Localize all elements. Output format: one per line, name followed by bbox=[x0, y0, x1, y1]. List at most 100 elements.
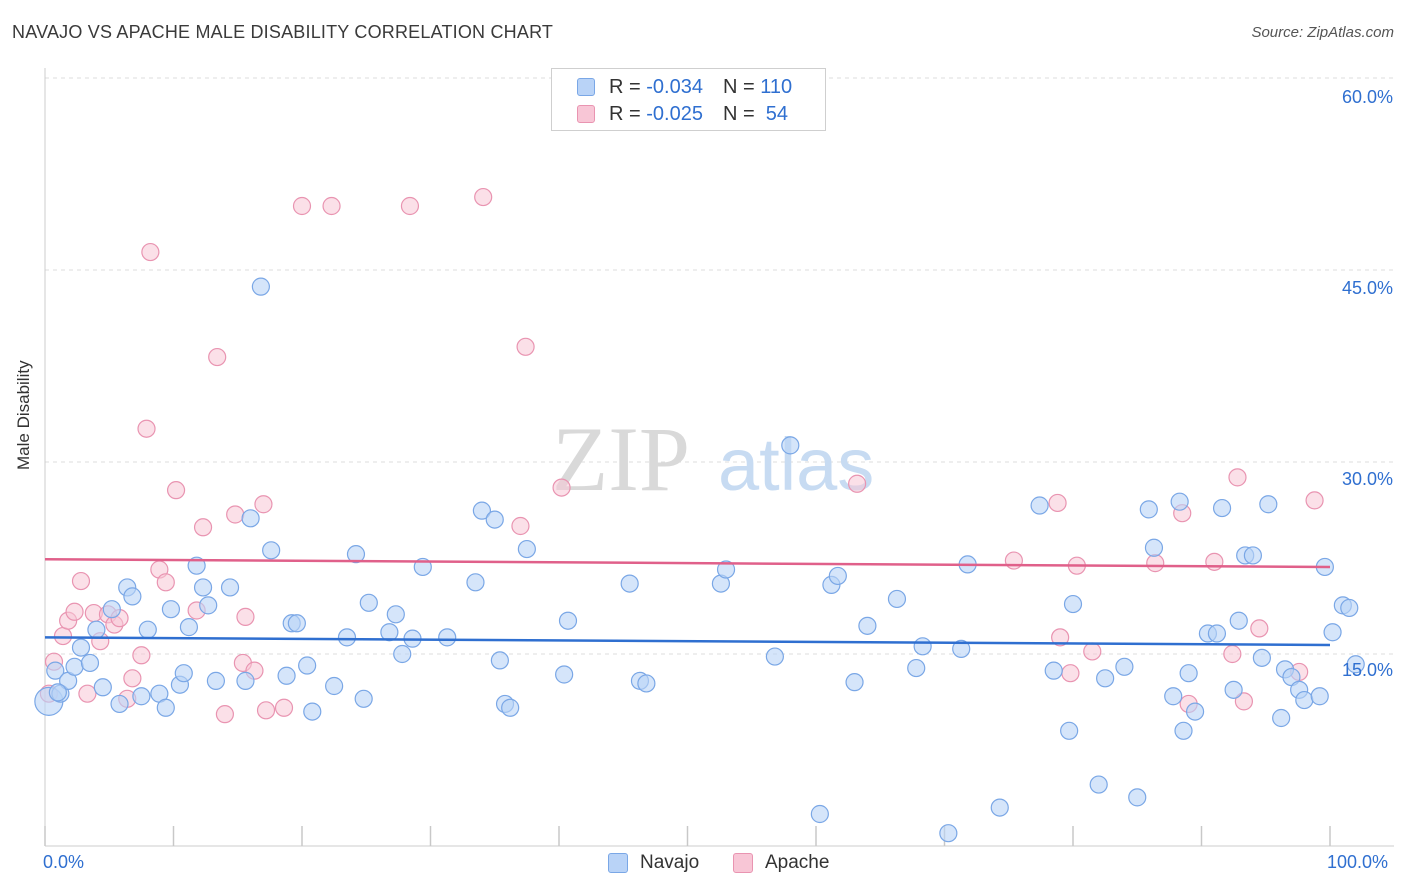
navajo-point[interactable] bbox=[65, 657, 84, 676]
navajo-point[interactable] bbox=[236, 671, 255, 690]
navajo-point[interactable] bbox=[156, 698, 175, 717]
apache-point[interactable] bbox=[193, 518, 213, 537]
navajo-point[interactable] bbox=[193, 578, 213, 597]
apache-point[interactable] bbox=[552, 478, 571, 497]
apache-point[interactable] bbox=[1228, 468, 1247, 487]
legend-item-navajo[interactable]: Navajo bbox=[608, 852, 699, 874]
navajo-point[interactable] bbox=[1346, 655, 1365, 674]
navajo-point[interactable] bbox=[1115, 657, 1134, 676]
navajo-point[interactable] bbox=[174, 664, 193, 683]
navajo-point[interactable] bbox=[337, 628, 357, 647]
navajo-point[interactable] bbox=[810, 804, 829, 824]
navajo-point[interactable] bbox=[517, 539, 536, 559]
apache-point[interactable] bbox=[137, 419, 156, 438]
apache-point[interactable] bbox=[132, 646, 151, 665]
navajo-point[interactable] bbox=[1170, 492, 1189, 511]
navajo-point[interactable] bbox=[1259, 495, 1278, 514]
navajo-point[interactable] bbox=[179, 618, 199, 637]
navajo-point[interactable] bbox=[110, 694, 129, 714]
navajo-point[interactable] bbox=[393, 644, 412, 664]
apache-point[interactable] bbox=[1234, 692, 1254, 711]
navajo-point[interactable] bbox=[907, 658, 926, 678]
navajo-point[interactable] bbox=[161, 600, 181, 619]
navajo-point[interactable] bbox=[287, 614, 306, 633]
apache-point[interactable] bbox=[516, 337, 535, 356]
navajo-point[interactable] bbox=[1174, 721, 1193, 740]
apache-point[interactable] bbox=[166, 481, 186, 500]
navajo-point[interactable] bbox=[325, 676, 344, 696]
apache-point[interactable] bbox=[1083, 642, 1102, 661]
navajo-point[interactable] bbox=[380, 623, 399, 642]
navajo-point[interactable] bbox=[1063, 594, 1083, 614]
navajo-point[interactable] bbox=[939, 824, 958, 843]
navajo-point[interactable] bbox=[123, 587, 142, 606]
apache-point[interactable] bbox=[1004, 551, 1023, 570]
navajo-point[interactable] bbox=[199, 596, 218, 615]
navajo-point[interactable] bbox=[1096, 669, 1115, 688]
apache-point[interactable] bbox=[256, 701, 276, 720]
navajo-point[interactable] bbox=[1164, 687, 1183, 706]
navajo-point[interactable] bbox=[46, 661, 65, 680]
apache-point[interactable] bbox=[141, 242, 160, 262]
navajo-point[interactable] bbox=[1212, 498, 1232, 518]
apache-point[interactable] bbox=[322, 196, 341, 216]
navajo-point[interactable] bbox=[501, 698, 520, 717]
navajo-point[interactable] bbox=[346, 545, 366, 564]
navajo-point[interactable] bbox=[1030, 496, 1049, 515]
navajo-point[interactable] bbox=[1185, 702, 1205, 721]
apache-point[interactable] bbox=[474, 187, 493, 207]
navajo-point[interactable] bbox=[1272, 708, 1291, 728]
apache-point[interactable] bbox=[1305, 491, 1324, 510]
navajo-point[interactable] bbox=[1340, 598, 1359, 618]
navajo-point[interactable] bbox=[1139, 500, 1158, 519]
navajo-point[interactable] bbox=[303, 702, 322, 721]
navajo-point[interactable] bbox=[206, 671, 226, 690]
navajo-point[interactable] bbox=[262, 541, 281, 560]
apache-point[interactable] bbox=[1223, 644, 1242, 664]
navajo-point[interactable] bbox=[472, 501, 491, 520]
navajo-point[interactable] bbox=[828, 566, 847, 586]
navajo-point[interactable] bbox=[485, 510, 504, 529]
navajo-point[interactable] bbox=[781, 436, 800, 455]
navajo-point[interactable] bbox=[1295, 690, 1314, 710]
navajo-point[interactable] bbox=[1224, 680, 1243, 699]
navajo-point[interactable] bbox=[858, 616, 877, 635]
navajo-point[interactable] bbox=[71, 638, 91, 657]
navajo-point[interactable] bbox=[1128, 788, 1147, 807]
apache-point[interactable] bbox=[1051, 628, 1070, 647]
navajo-point[interactable] bbox=[1179, 664, 1198, 683]
apache-point[interactable] bbox=[274, 698, 294, 717]
navajo-point[interactable] bbox=[1207, 624, 1227, 643]
apache-point[interactable] bbox=[208, 347, 227, 367]
navajo-point[interactable] bbox=[558, 611, 578, 630]
navajo-point[interactable] bbox=[132, 687, 151, 706]
navajo-point[interactable] bbox=[102, 600, 121, 619]
apache-point[interactable] bbox=[1061, 664, 1080, 683]
navajo-point[interactable] bbox=[1252, 648, 1271, 667]
navajo-point[interactable] bbox=[1243, 546, 1263, 565]
apache-point[interactable] bbox=[400, 196, 420, 216]
navajo-point[interactable] bbox=[220, 578, 240, 597]
navajo-point[interactable] bbox=[1229, 611, 1248, 630]
navajo-point[interactable] bbox=[990, 798, 1009, 817]
apache-point[interactable] bbox=[71, 571, 91, 591]
navajo-point[interactable] bbox=[354, 689, 373, 708]
apache-point[interactable] bbox=[226, 505, 245, 524]
navajo-point[interactable] bbox=[87, 620, 106, 639]
navajo-point[interactable] bbox=[359, 593, 378, 612]
navajo-point[interactable] bbox=[765, 647, 784, 666]
navajo-point[interactable] bbox=[637, 674, 656, 693]
navajo-point[interactable] bbox=[555, 665, 574, 684]
navajo-point[interactable] bbox=[48, 683, 67, 702]
navajo-point[interactable] bbox=[1310, 687, 1329, 706]
apache-point[interactable] bbox=[1146, 554, 1165, 573]
navajo-point[interactable] bbox=[952, 639, 971, 658]
legend-item-apache[interactable]: Apache bbox=[733, 852, 829, 874]
apache-point[interactable] bbox=[254, 495, 273, 514]
navajo-point[interactable] bbox=[466, 573, 485, 592]
navajo-point[interactable] bbox=[386, 605, 405, 624]
navajo-point[interactable] bbox=[913, 637, 932, 656]
navajo-point[interactable] bbox=[1323, 623, 1342, 642]
apache-point[interactable] bbox=[511, 516, 530, 536]
apache-point[interactable] bbox=[123, 669, 142, 688]
